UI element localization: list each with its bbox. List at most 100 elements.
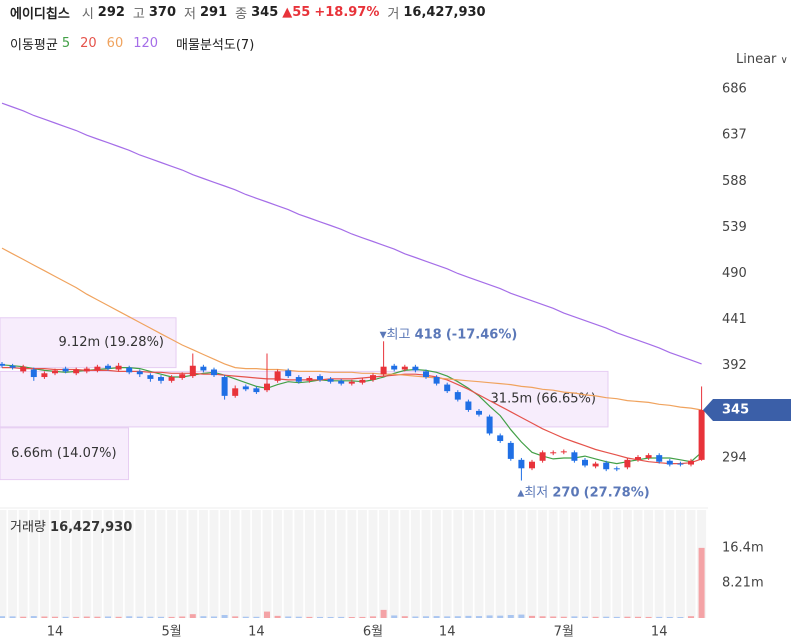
candle-body <box>412 366 419 371</box>
volume-column <box>442 510 452 618</box>
volume-column <box>0 510 7 618</box>
volume-bar <box>221 615 228 618</box>
candle-body <box>52 370 58 374</box>
volume-column <box>135 510 145 618</box>
profile-box <box>0 370 609 428</box>
value: 370 <box>148 4 177 20</box>
volume-column <box>294 510 304 618</box>
volume-bar <box>211 616 217 618</box>
volume-tick-label: 16.4m <box>722 540 764 555</box>
marker-value: 270 <box>552 485 579 500</box>
volume-column <box>516 510 526 618</box>
volume-bar <box>571 616 578 618</box>
volume-bar <box>582 616 588 618</box>
y-tick-label: 637 <box>722 128 747 143</box>
scale-dropdown[interactable]: Linear ∨ <box>736 52 788 67</box>
volume-column <box>241 510 251 618</box>
volume-column <box>506 510 516 618</box>
quote-header: 에이디칩스 시 292 고 370 저 291 종 345 ▲55 +18.97% 거 16… <box>10 2 490 22</box>
price-tag-label: 345 <box>722 402 749 417</box>
candle-body <box>338 380 345 384</box>
volume-bar <box>327 616 334 618</box>
y-tick-label: 392 <box>722 358 747 373</box>
volume-column <box>198 510 208 618</box>
candle-body <box>73 369 80 374</box>
legend-entry[interactable]: 20 <box>80 35 97 51</box>
y-tick-label: 490 <box>722 266 747 281</box>
volume-bar <box>20 616 27 618</box>
volume-bar <box>41 616 48 618</box>
volume-total: 16,427,930 <box>50 520 132 535</box>
volume-bar <box>635 616 641 618</box>
x-tick-label: 6월 <box>363 625 383 640</box>
volume-label: 거래량 <box>10 520 46 535</box>
ma-line <box>1 247 702 411</box>
volume-bar <box>136 616 143 618</box>
high-marker: ▼최고 418 (-17.46%) <box>380 327 518 342</box>
volume-bar <box>348 617 355 618</box>
volume-column <box>251 510 261 618</box>
volume-column <box>315 510 325 618</box>
candle-body <box>613 468 620 470</box>
label: 거 <box>387 6 400 22</box>
volume-column <box>580 510 590 618</box>
x-tick-label: 14 <box>248 625 265 640</box>
profile-box <box>0 427 130 481</box>
candle-body <box>115 365 122 370</box>
volume-column <box>686 510 696 618</box>
volume-bar <box>454 616 461 618</box>
candle-body <box>592 463 599 467</box>
value: 345 <box>251 4 279 20</box>
volume-bar <box>0 616 5 618</box>
volume-bar <box>465 615 472 618</box>
candle-body <box>168 377 175 381</box>
candle-body <box>41 373 48 378</box>
volume-column <box>675 510 685 618</box>
profile-label[interactable]: 매물분석도(7) <box>176 37 255 53</box>
volume-column <box>230 510 240 618</box>
legend-entry[interactable]: 60 <box>106 35 124 51</box>
candle-body <box>624 459 631 468</box>
candle-body <box>136 371 143 375</box>
volume-column <box>347 510 357 618</box>
volume-column <box>326 510 336 618</box>
ma-label[interactable]: 이동평균 <box>10 37 58 53</box>
candle-body <box>380 366 387 375</box>
volume-bar <box>189 614 196 618</box>
volume-column <box>262 510 272 618</box>
candle-body <box>539 452 546 461</box>
volume-bar <box>317 616 323 618</box>
candle-body <box>147 375 154 379</box>
volume-bar <box>698 547 705 618</box>
candle-body <box>666 460 673 465</box>
legend-entry[interactable]: 120 <box>133 35 159 51</box>
volume-bar <box>168 616 175 618</box>
volume-column <box>39 510 49 618</box>
volume-column <box>421 510 431 618</box>
candle-body <box>295 377 302 382</box>
scale-label: Linear <box>736 52 777 67</box>
volume-column <box>336 510 346 618</box>
candle-body <box>635 457 641 460</box>
marker-change: (27.78%) <box>584 485 650 500</box>
label: 종 <box>235 6 248 22</box>
toolbar: 이동평균 5 20 60 120 매물분석도(7) <box>10 33 258 53</box>
volume-bar <box>529 615 535 618</box>
volume-column <box>18 510 28 618</box>
volume-bar <box>688 616 694 618</box>
legend-entry[interactable]: 5 <box>61 35 71 51</box>
candle-body <box>359 379 366 383</box>
profile-label: 31.5m (66.65%) <box>491 392 596 407</box>
volume-tick-label: 8.21m <box>722 575 764 590</box>
marker-change: (-17.46%) <box>446 327 517 342</box>
volume-column <box>400 510 410 618</box>
candle-body <box>285 370 292 377</box>
candle-body <box>179 374 186 378</box>
x-tick-label: 14 <box>47 625 64 640</box>
candle-body <box>94 366 101 371</box>
volume-bar <box>423 616 429 618</box>
volume-bar <box>677 617 684 618</box>
candle-body <box>401 366 408 370</box>
volume-column <box>92 510 102 618</box>
candle-body <box>105 365 111 369</box>
